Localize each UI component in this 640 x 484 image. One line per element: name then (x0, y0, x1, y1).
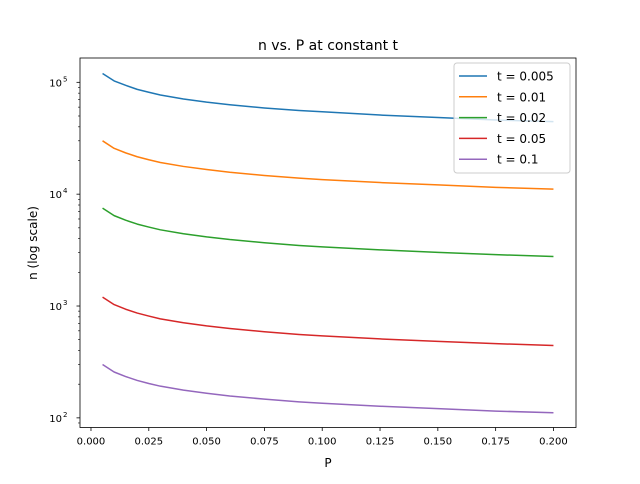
legend-label-0: t = 0.005 (497, 70, 554, 84)
y-tick-exponent: 5 (63, 75, 67, 83)
series-line-2 (102, 207, 554, 258)
chart-title: n vs. P at constant t (258, 38, 399, 54)
legend-label-4: t = 0.1 (497, 153, 538, 167)
series-line-3 (102, 296, 554, 347)
x-axis-label: P (324, 456, 331, 470)
legend: t = 0.005 t = 0.01 t = 0.02 t = 0.05 t = 0.1 (453, 62, 571, 174)
x-tick-label: 0.075 (250, 437, 279, 448)
y-tick-label: 10 (49, 302, 62, 313)
series-line-1 (102, 140, 554, 190)
x-tick-label: 0.025 (134, 437, 163, 448)
y-tick-label: 10 (49, 78, 62, 89)
x-tick-label: 0.175 (481, 437, 510, 448)
x-tick-label: 0.100 (308, 437, 337, 448)
legend-label-3: t = 0.05 (497, 132, 546, 146)
y-tick-exponent: 3 (63, 299, 67, 307)
y-tick-exponent: 2 (63, 411, 67, 419)
series-line-4 (102, 363, 554, 414)
x-tick-label: 0.125 (366, 437, 395, 448)
series-line-0 (102, 72, 554, 123)
y-tick-label: 10 (49, 414, 62, 425)
legend-label-2: t = 0.02 (497, 111, 546, 125)
x-tick-label: 0.150 (424, 437, 453, 448)
x-tick-label: 0.200 (539, 437, 568, 448)
x-tick-label: 0.000 (77, 437, 106, 448)
x-tick-label: 0.050 (192, 437, 221, 448)
x-axis: 0.000 0.025 0.050 0.075 0.100 0.125 0.150 0.175… (77, 427, 568, 448)
plot-lines (102, 72, 554, 414)
legend-label-1: t = 0.01 (497, 90, 546, 104)
y-axis-label: n (log scale) (26, 206, 40, 280)
plot-frame (79, 57, 577, 428)
legend-box (453, 62, 571, 174)
y-tick-label: 10 (49, 190, 62, 201)
y-tick-exponent: 4 (63, 187, 68, 195)
